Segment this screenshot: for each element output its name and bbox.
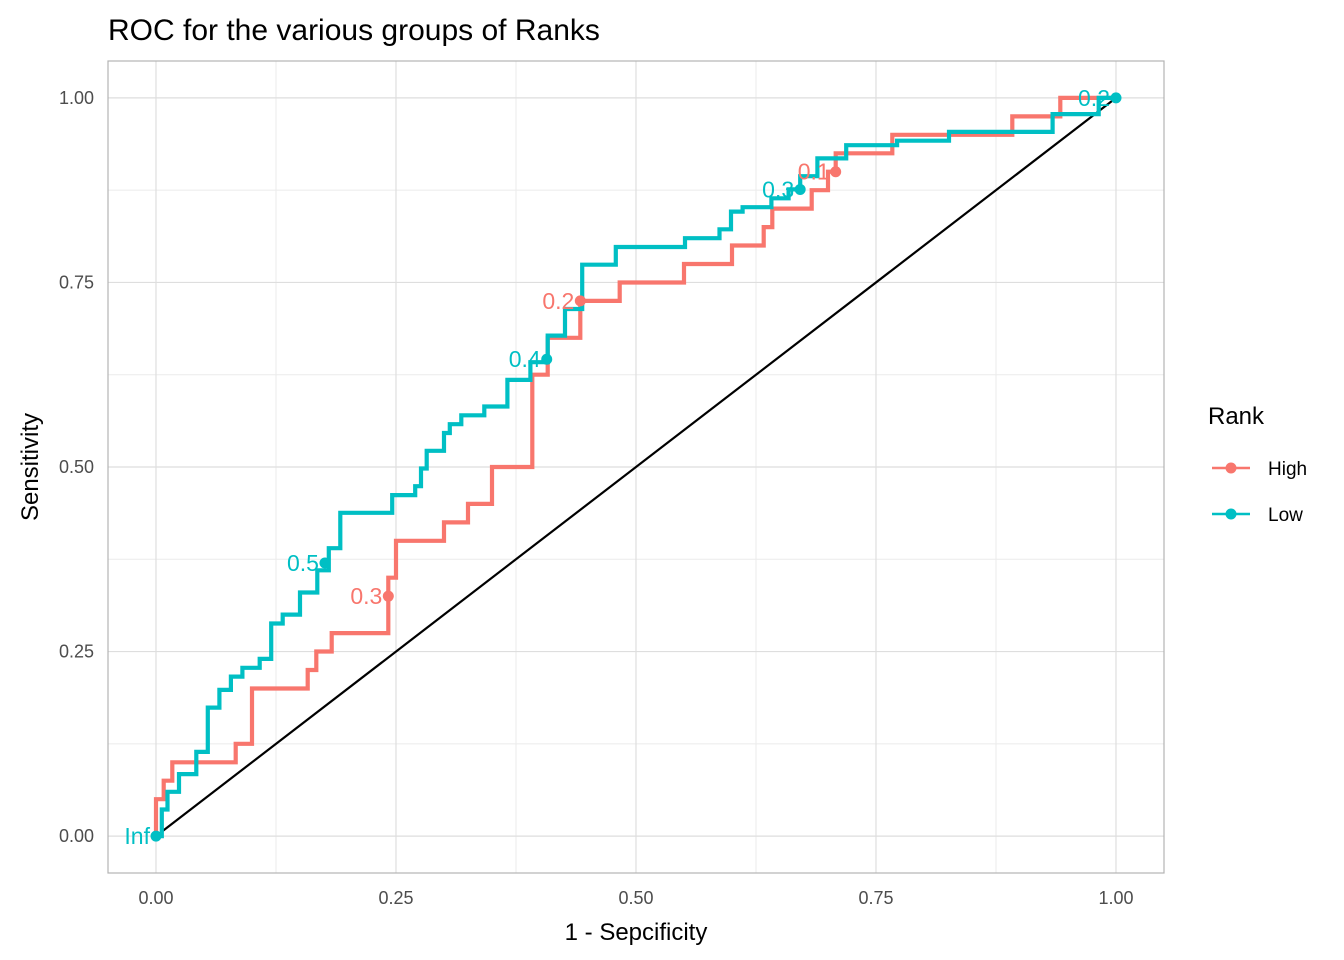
x-tick-label: 0.75 [858, 888, 893, 908]
y-tick-label: 0.25 [59, 642, 94, 662]
panel-border [107, 60, 1165, 874]
threshold-label-high: 0.3 [350, 583, 382, 609]
threshold-label-low: 0.3 [762, 176, 794, 202]
legend-key-point-low [1225, 508, 1237, 520]
threshold-label-low: Inf [124, 823, 150, 849]
y-tick-label: 1.00 [59, 88, 94, 108]
threshold-point-high [574, 295, 586, 307]
threshold-label-high: 0.2 [542, 288, 574, 314]
x-tick-label: 0.50 [618, 888, 653, 908]
x-tick-label: 1.00 [1098, 888, 1133, 908]
legend-items: High Low [1212, 459, 1307, 526]
threshold-label-low: 0.2 [1078, 85, 1110, 111]
legend: Rank High Low [1208, 403, 1307, 526]
threshold-point-low [319, 557, 331, 569]
threshold-point-low [794, 183, 806, 195]
threshold-point-low [150, 830, 162, 842]
threshold-point-low [541, 353, 553, 365]
legend-label-high: High [1268, 459, 1307, 480]
chart-title: ROC for the various groups of Ranks [108, 14, 600, 47]
x-axis-ticks: 0.00 0.25 0.50 0.75 1.00 [138, 888, 1133, 908]
threshold-layer: 0.3 0.2 0.1 Inf 0.5 0.4 0.3 0.2 [124, 85, 1122, 849]
x-tick-label: 0.00 [138, 888, 173, 908]
x-axis-title: 1 - Sepcificity [565, 919, 708, 946]
threshold-point-high [382, 590, 394, 602]
threshold-point-low [1110, 92, 1122, 104]
y-tick-label: 0.75 [59, 272, 94, 292]
diagonal-reference-line [155, 97, 1117, 837]
threshold-point-high [830, 166, 842, 178]
y-tick-label: 0.00 [59, 826, 94, 846]
threshold-label-low: 0.4 [509, 346, 541, 372]
y-axis-title: Sensitivity [17, 413, 44, 521]
y-axis-ticks: 0.00 0.25 0.50 0.75 1.00 [59, 88, 94, 846]
legend-label-low: Low [1268, 505, 1303, 526]
threshold-label-low: 0.5 [287, 550, 319, 576]
y-tick-label: 0.50 [59, 457, 94, 477]
threshold-label-high: 0.1 [798, 159, 830, 185]
x-tick-label: 0.25 [378, 888, 413, 908]
legend-key-point-high [1225, 462, 1237, 474]
legend-title: Rank [1208, 403, 1265, 430]
